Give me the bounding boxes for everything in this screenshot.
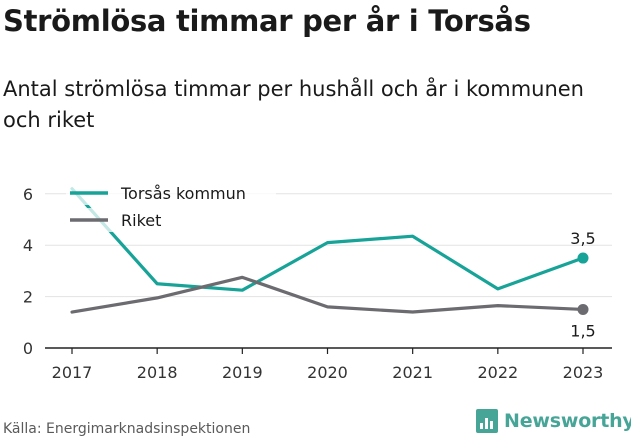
bar-chart-logo-icon [476, 409, 498, 433]
series-line-torsas [70, 187, 585, 292]
end-point-torsas [577, 252, 589, 264]
source-note: Källa: Energimarknadsinspektionen [3, 421, 251, 437]
series-line-riket [70, 275, 585, 314]
data-label-torsas: 3,5 [570, 229, 595, 248]
page-subtitle: Antal strömlösa timmar per hushåll och å… [3, 77, 584, 132]
end-point-riket [577, 303, 589, 315]
y-tick-label: 6 [23, 185, 33, 204]
x-tick-label: 2021 [392, 363, 433, 382]
x-tick-label: 2023 [563, 363, 604, 382]
legend-label: Torsås kommun [120, 184, 246, 203]
brand-logo[interactable]: Newsworthy [476, 407, 631, 435]
page-title: Strömlösa timmar per år i Torsås [3, 4, 531, 38]
legend-label: Riket [121, 211, 161, 230]
x-tick-label: 2022 [477, 363, 518, 382]
y-tick-label: 2 [23, 288, 33, 307]
x-tick-label: 2017 [52, 363, 93, 382]
data-label-riket: 1,5 [570, 321, 595, 340]
x-tick-label: 2019 [222, 363, 263, 382]
y-tick-label: 4 [23, 236, 33, 255]
x-tick-label: 2020 [307, 363, 348, 382]
brand-name: Newsworthy [504, 410, 631, 432]
x-tick-label: 2018 [137, 363, 178, 382]
y-tick-label: 0 [23, 339, 33, 358]
